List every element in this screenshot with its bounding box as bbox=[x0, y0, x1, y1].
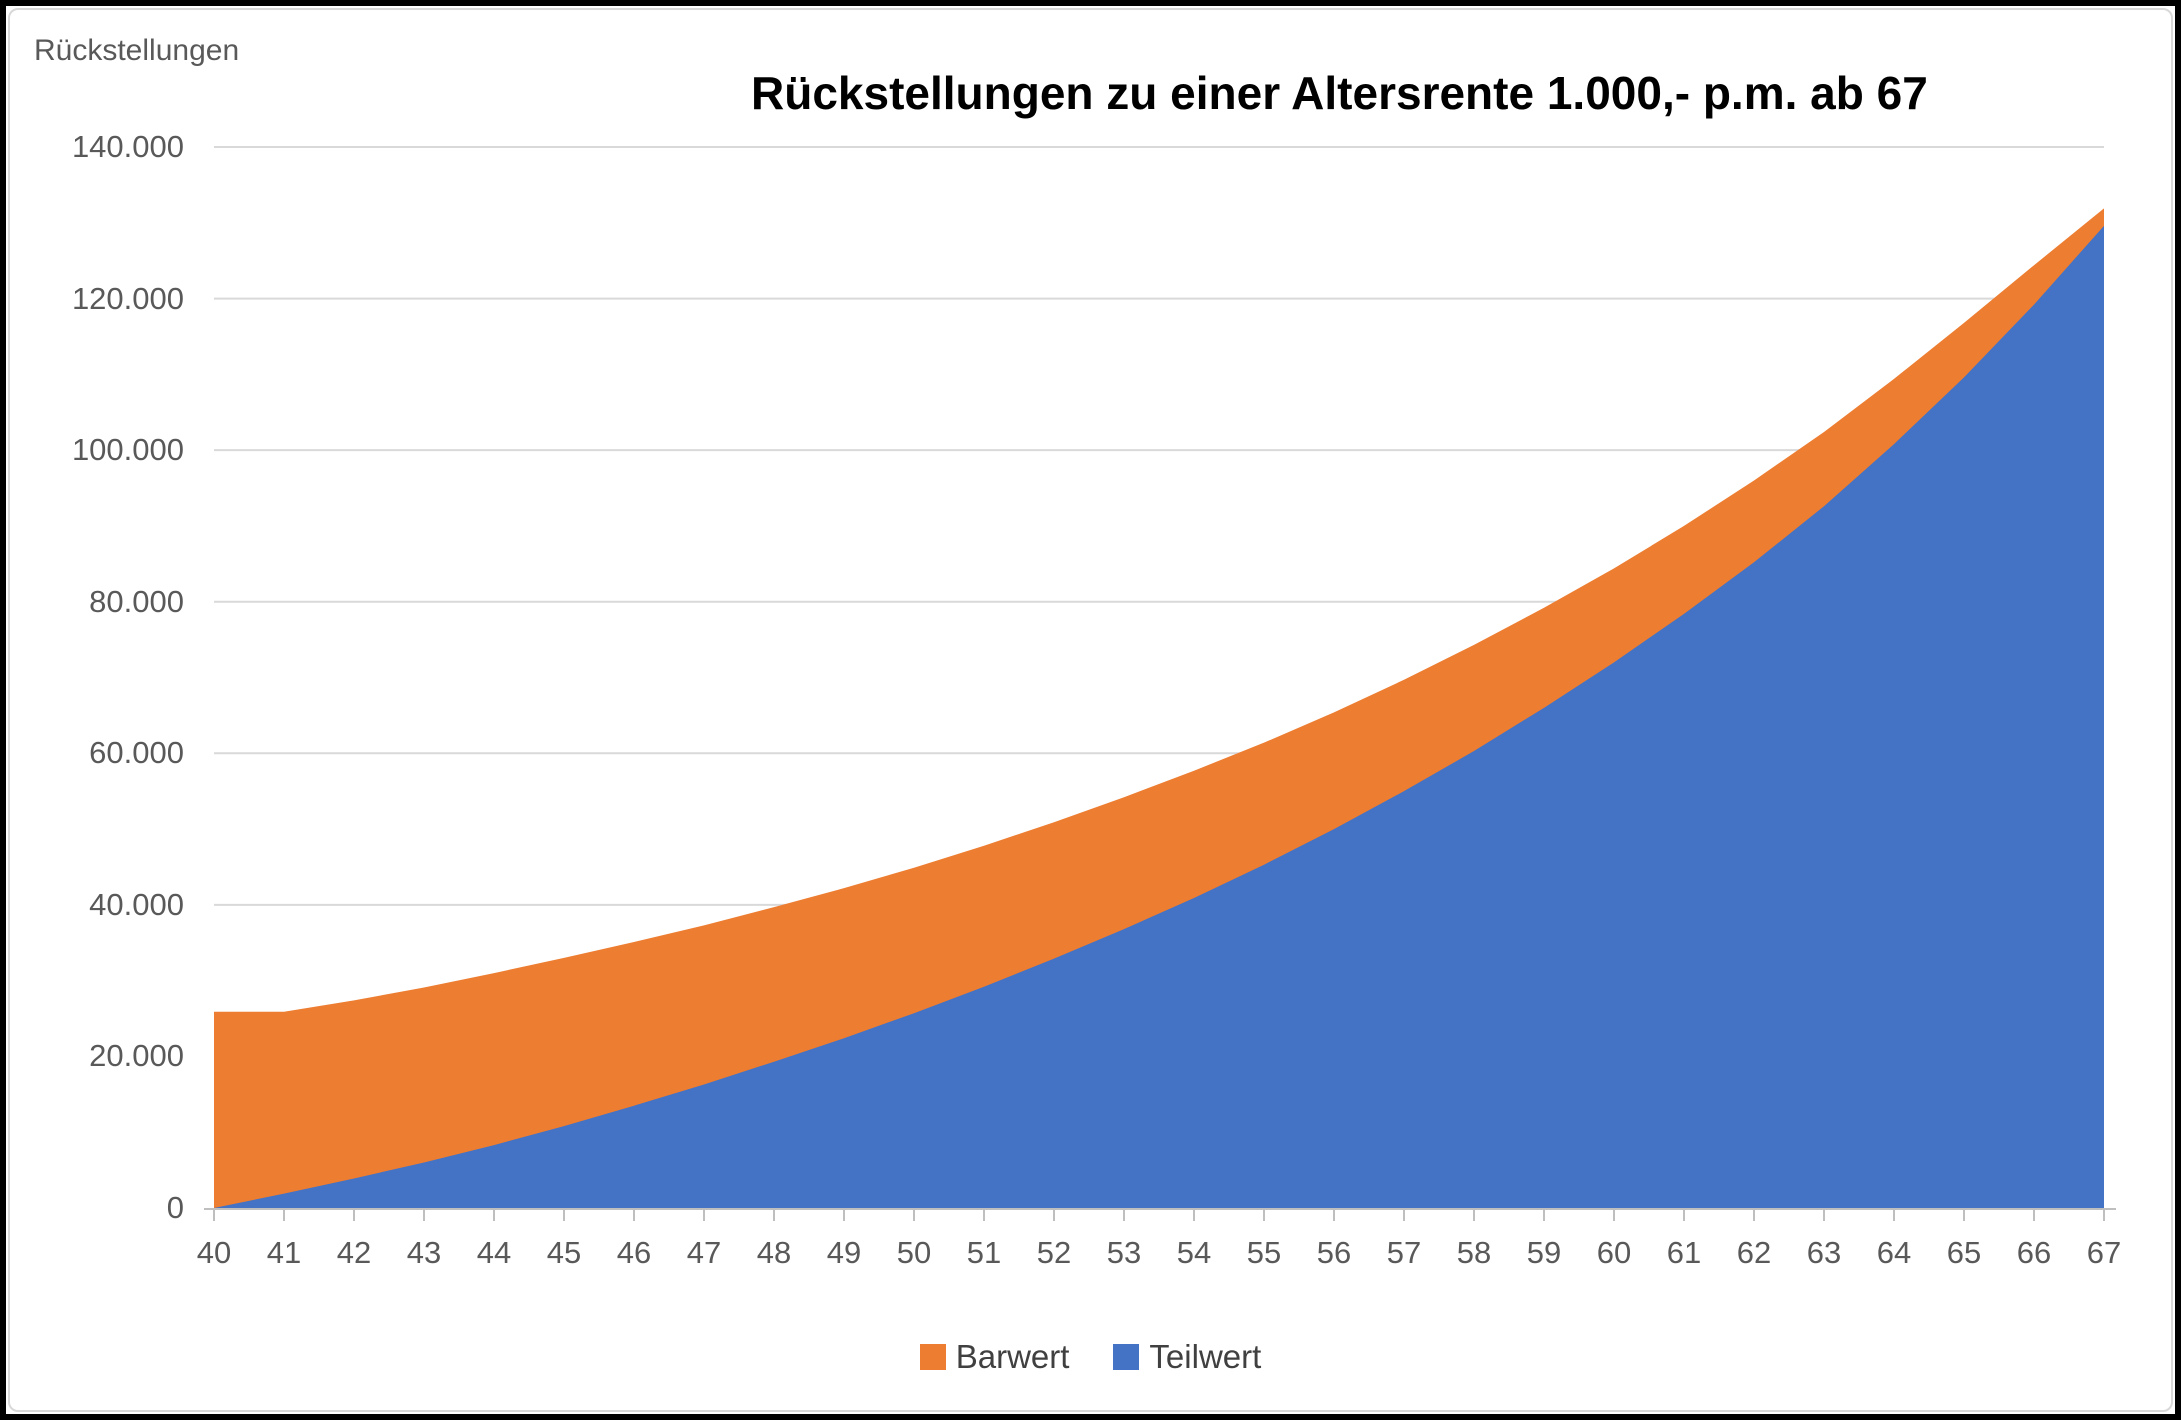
y-tick-label: 40.000 bbox=[89, 886, 184, 922]
x-tick-label: 56 bbox=[1316, 1235, 1352, 1270]
y-tick-label: 80.000 bbox=[89, 583, 184, 619]
x-tick-label: 46 bbox=[616, 1235, 652, 1270]
x-tick-label: 57 bbox=[1386, 1235, 1422, 1270]
area-plot bbox=[204, 146, 2116, 1221]
y-axis-title: Rückstellungen bbox=[34, 34, 240, 67]
x-tick-label: 51 bbox=[966, 1235, 1002, 1270]
y-tick-label: 100.000 bbox=[71, 432, 184, 468]
x-tick-label: 43 bbox=[406, 1235, 442, 1270]
x-tick-label: 66 bbox=[2016, 1235, 2052, 1270]
x-tick-label: 58 bbox=[1456, 1235, 1492, 1270]
y-tick-label: 60.000 bbox=[89, 735, 184, 771]
x-tick-label: 45 bbox=[546, 1235, 582, 1270]
x-tick-label: 44 bbox=[476, 1235, 512, 1270]
legend-item-teilwert: Teilwert bbox=[1113, 1338, 1261, 1376]
y-tick-label: 20.000 bbox=[89, 1038, 184, 1074]
legend-swatch-teilwert bbox=[1113, 1344, 1140, 1370]
legend-label: Teilwert bbox=[1149, 1338, 1262, 1375]
x-tick-label: 48 bbox=[756, 1235, 792, 1270]
x-tick-label: 40 bbox=[196, 1235, 232, 1270]
legend: Barwert Teilwert bbox=[6, 1338, 2175, 1376]
legend-label: Barwert bbox=[955, 1338, 1070, 1375]
y-tick-label: 0 bbox=[166, 1190, 184, 1225]
x-tick-label: 61 bbox=[1666, 1235, 1702, 1270]
x-tick-label: 54 bbox=[1176, 1235, 1212, 1270]
x-tick-label: 64 bbox=[1876, 1235, 1912, 1270]
x-tick-label: 47 bbox=[686, 1235, 722, 1270]
x-tick-label: 55 bbox=[1246, 1235, 1282, 1270]
x-tick-label: 49 bbox=[826, 1235, 862, 1270]
teilwert-area bbox=[214, 225, 2104, 1208]
x-tick-label: 60 bbox=[1596, 1235, 1632, 1270]
y-tick-label: 140.000 bbox=[71, 129, 184, 164]
x-tick-label: 52 bbox=[1036, 1235, 1072, 1270]
x-tick-label: 59 bbox=[1526, 1235, 1562, 1270]
y-tick-label: 120.000 bbox=[71, 280, 184, 316]
x-tick-label: 65 bbox=[1946, 1235, 1982, 1270]
x-tick-label: 53 bbox=[1106, 1235, 1142, 1270]
x-tick-label: 50 bbox=[896, 1235, 932, 1270]
x-tick-label: 42 bbox=[336, 1235, 372, 1270]
x-tick-label: 67 bbox=[2086, 1235, 2122, 1270]
x-tick-label: 62 bbox=[1736, 1235, 1772, 1270]
x-tick-label: 41 bbox=[266, 1235, 302, 1270]
legend-swatch-barwert bbox=[919, 1344, 946, 1370]
legend-item-barwert: Barwert bbox=[919, 1338, 1070, 1376]
x-tick-label: 63 bbox=[1806, 1235, 1842, 1270]
chart-title: Rückstellungen zu einer Altersrente 1.00… bbox=[751, 67, 1928, 119]
